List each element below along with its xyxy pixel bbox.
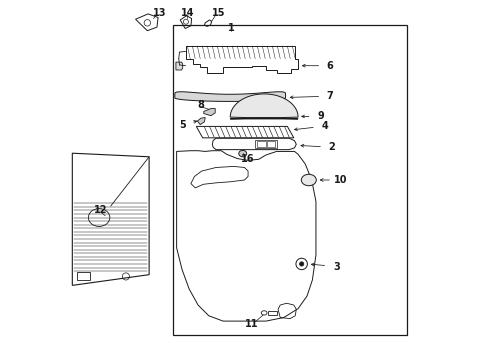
Bar	[77, 272, 90, 280]
Text: 7: 7	[326, 91, 333, 101]
Text: 11: 11	[244, 319, 258, 329]
Text: 9: 9	[317, 111, 324, 121]
Bar	[255, 140, 276, 148]
Bar	[173, 24, 406, 336]
Bar	[268, 311, 276, 315]
Text: 10: 10	[333, 175, 347, 185]
Bar	[266, 141, 274, 147]
Polygon shape	[203, 109, 215, 116]
Polygon shape	[175, 92, 285, 102]
Polygon shape	[230, 94, 298, 119]
Polygon shape	[197, 117, 205, 125]
Text: 6: 6	[326, 61, 333, 71]
Text: 14: 14	[181, 8, 194, 18]
Text: 2: 2	[328, 142, 335, 152]
Text: 16: 16	[240, 154, 254, 164]
Ellipse shape	[301, 174, 316, 186]
Text: 5: 5	[179, 121, 185, 130]
Circle shape	[299, 262, 303, 266]
Bar	[257, 141, 265, 147]
Text: 1: 1	[227, 23, 234, 33]
Text: 8: 8	[197, 100, 204, 110]
Text: 12: 12	[94, 205, 107, 215]
Text: 4: 4	[321, 121, 327, 131]
Polygon shape	[176, 62, 183, 70]
Text: 13: 13	[153, 8, 166, 18]
Text: 3: 3	[332, 262, 339, 271]
Ellipse shape	[238, 150, 246, 157]
Text: 15: 15	[212, 8, 225, 18]
